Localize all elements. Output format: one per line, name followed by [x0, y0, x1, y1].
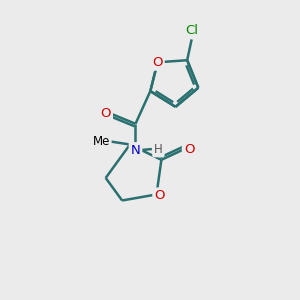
Text: H: H	[154, 142, 163, 156]
Text: O: O	[184, 143, 194, 156]
Text: N: N	[130, 144, 140, 157]
Text: O: O	[100, 107, 111, 120]
Text: Cl: Cl	[185, 24, 198, 37]
Text: Me: Me	[92, 135, 110, 148]
Text: O: O	[152, 56, 163, 69]
Text: O: O	[154, 189, 165, 203]
